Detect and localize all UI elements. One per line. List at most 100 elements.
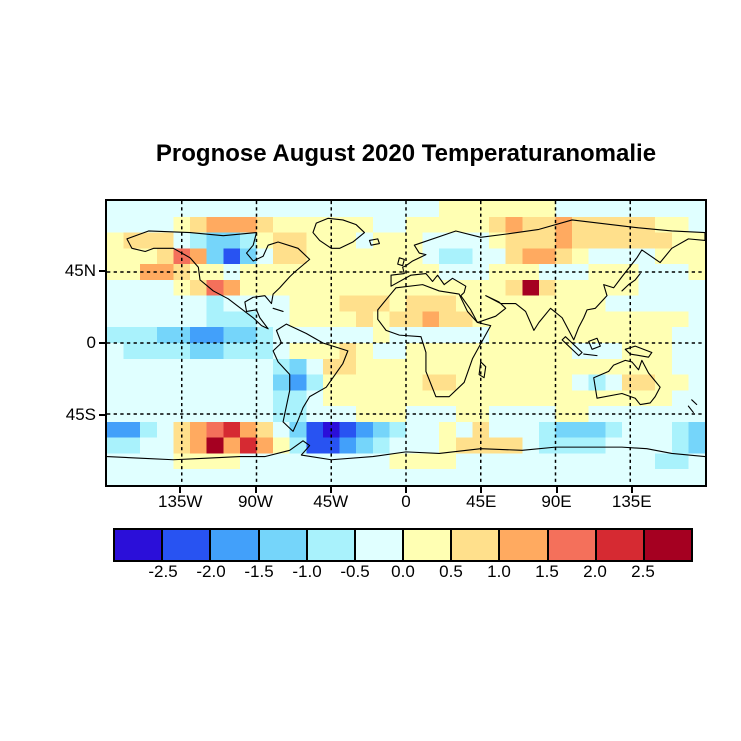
anomaly-cell	[339, 327, 357, 343]
anomaly-cell	[572, 437, 589, 454]
anomaly-cell	[322, 311, 340, 328]
anomaly-cell	[572, 453, 589, 470]
anomaly-cell	[522, 201, 539, 217]
anomaly-cell	[406, 201, 423, 217]
anomaly-cell	[422, 311, 440, 328]
anomaly-cell	[605, 232, 622, 249]
anomaly-cell	[190, 437, 207, 454]
coastline-greenland	[313, 218, 364, 248]
anomaly-cell	[206, 343, 224, 359]
anomaly-cell	[555, 390, 573, 407]
anomaly-cell	[190, 421, 207, 438]
anomaly-cell	[107, 201, 124, 217]
anomaly-cell	[638, 201, 656, 217]
anomaly-cell	[273, 327, 290, 343]
anomaly-cell	[156, 421, 174, 438]
coastline-iceland	[369, 239, 379, 245]
anomaly-cell	[372, 295, 390, 312]
anomaly-cell	[688, 343, 705, 359]
world-map-svg	[107, 201, 705, 485]
anomaly-cell	[372, 201, 390, 217]
anomaly-cell	[455, 264, 473, 280]
anomaly-cell	[306, 374, 323, 391]
anomaly-cell	[223, 374, 240, 391]
anomaly-cell	[322, 437, 340, 454]
anomaly-cell	[356, 201, 373, 217]
anomaly-cell	[372, 437, 390, 454]
anomaly-cell	[489, 390, 506, 407]
anomaly-cell	[289, 216, 307, 233]
anomaly-cell	[688, 201, 705, 217]
anomaly-cell	[356, 406, 373, 422]
anomaly-cell	[356, 279, 373, 296]
anomaly-cell	[455, 216, 473, 233]
colorbar-cell	[211, 530, 260, 560]
x-axis-label: 45E	[466, 492, 497, 511]
colorbar-tick-label: -2.5	[148, 562, 178, 581]
colorbar-cell	[355, 530, 405, 560]
anomaly-cell	[406, 311, 423, 328]
anomaly-cell	[688, 374, 705, 391]
anomaly-cell	[671, 216, 689, 233]
anomaly-cell	[671, 390, 689, 407]
anomaly-cell	[356, 343, 373, 359]
anomaly-cell	[239, 216, 257, 233]
anomaly-cell	[671, 421, 689, 438]
anomaly-cell	[256, 437, 274, 454]
anomaly-cell	[439, 295, 456, 312]
coastline-north-america	[127, 231, 310, 329]
anomaly-cell	[671, 201, 689, 217]
anomaly-cell	[140, 295, 157, 312]
colorbar-tick-label: -0.5	[340, 562, 370, 581]
anomaly-cell	[439, 437, 456, 454]
anomaly-cell	[671, 374, 689, 391]
anomaly-cell	[505, 469, 523, 485]
anomaly-cell	[638, 327, 656, 343]
anomaly-cell	[621, 469, 639, 485]
anomaly-cell	[239, 311, 257, 328]
anomaly-cell	[372, 311, 390, 328]
anomaly-cell	[273, 374, 290, 391]
anomaly-cell	[538, 232, 556, 249]
anomaly-cell	[289, 358, 307, 375]
anomaly-cell	[621, 311, 639, 328]
anomaly-cell	[638, 437, 656, 454]
anomaly-cell	[522, 437, 539, 454]
anomaly-cell	[688, 421, 705, 438]
anomaly-cell	[655, 201, 672, 217]
anomaly-cell	[223, 311, 240, 328]
anomaly-cell	[538, 453, 556, 470]
anomaly-cell	[356, 295, 373, 312]
anomaly-cell	[206, 311, 224, 328]
anomaly-cell	[223, 201, 240, 217]
anomaly-cell	[588, 327, 606, 343]
anomaly-cell	[156, 232, 174, 249]
anomaly-cell	[555, 437, 573, 454]
anomaly-cell	[621, 374, 639, 391]
anomaly-cell	[638, 232, 656, 249]
anomaly-cell	[206, 279, 224, 296]
anomaly-cell	[555, 453, 573, 470]
anomaly-cell	[107, 232, 124, 249]
anomaly-cell	[206, 216, 224, 233]
anomaly-cell	[389, 358, 406, 375]
anomaly-cell	[156, 311, 174, 328]
coastline-madagascar	[479, 362, 486, 378]
anomaly-cell	[389, 232, 406, 249]
anomaly-cell	[306, 295, 323, 312]
anomaly-cell	[472, 374, 490, 391]
anomaly-cell	[206, 390, 224, 407]
anomaly-cell	[190, 453, 207, 470]
anomaly-cell	[522, 279, 539, 296]
anomaly-cell	[439, 201, 456, 217]
anomaly-cell	[522, 232, 539, 249]
x-axis-label: 45W	[313, 492, 349, 511]
anomaly-cell	[339, 390, 357, 407]
anomaly-cell	[239, 232, 257, 249]
anomaly-cell	[256, 248, 274, 265]
anomaly-cell	[455, 343, 473, 359]
anomaly-cell	[173, 311, 191, 328]
anomaly-cell	[439, 311, 456, 328]
anomaly-cell	[190, 311, 207, 328]
anomaly-cell	[206, 232, 224, 249]
